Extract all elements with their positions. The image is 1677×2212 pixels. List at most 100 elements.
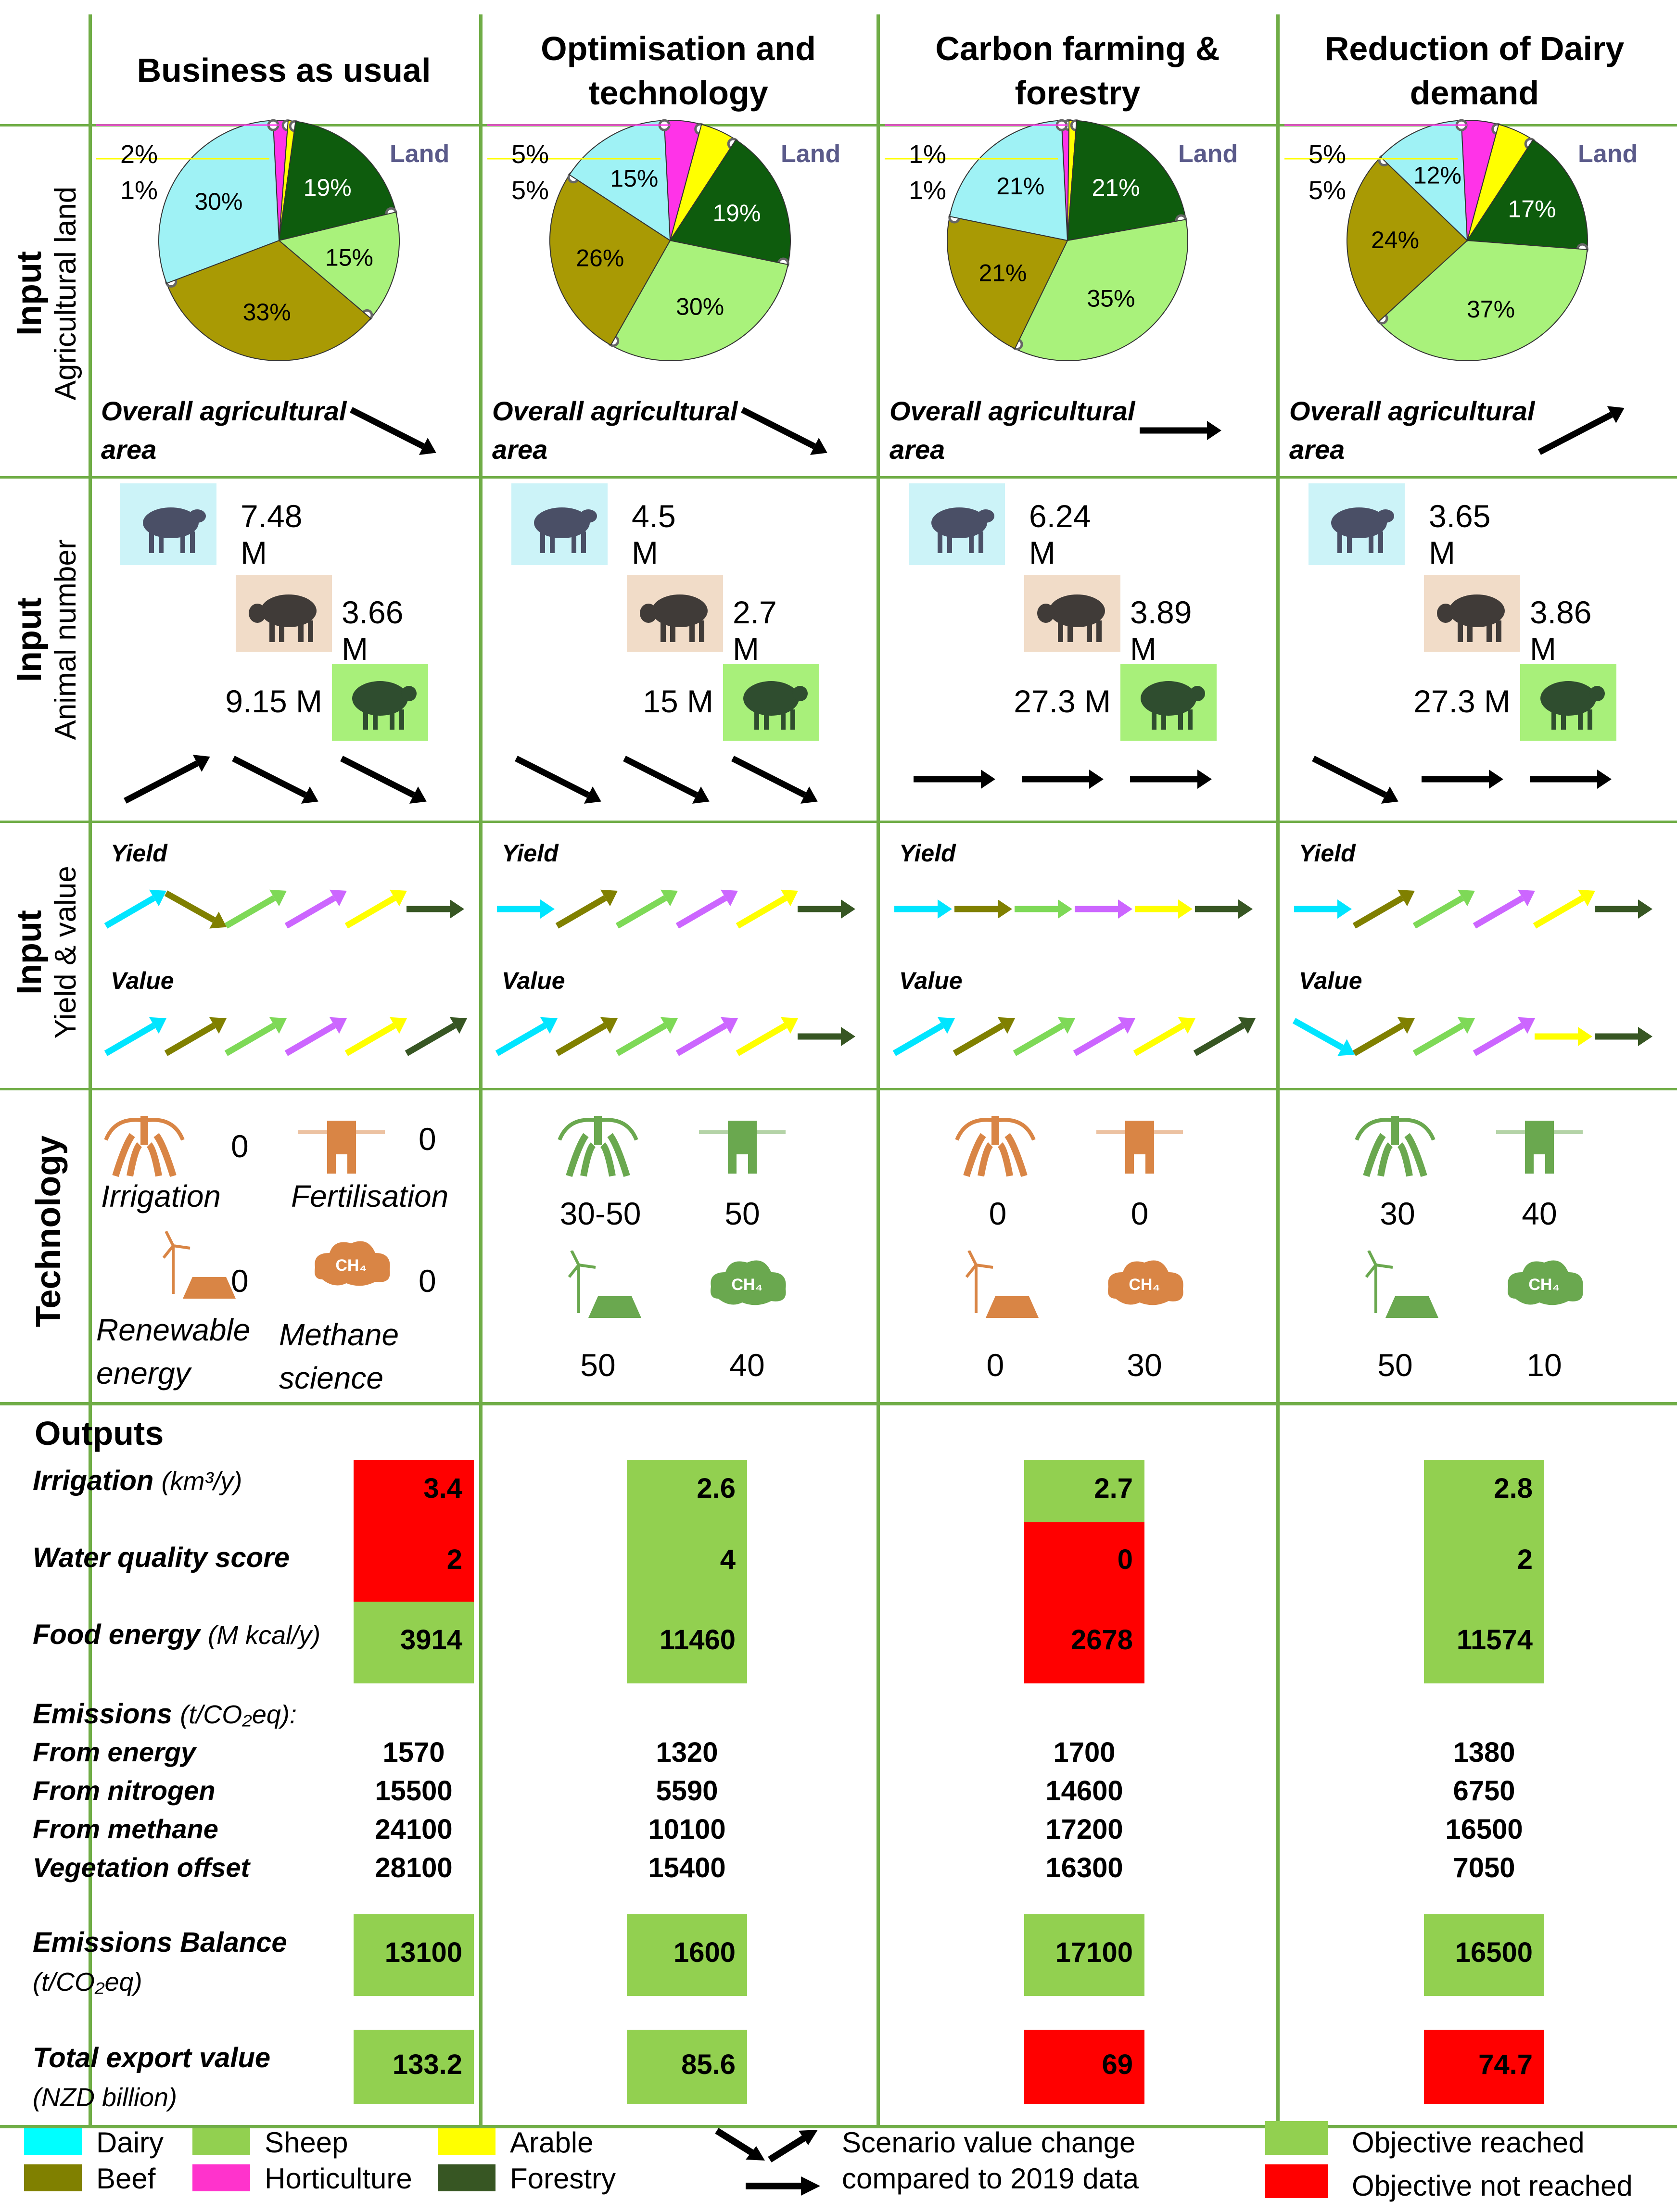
overall-area-arrow xyxy=(1140,421,1221,440)
pie-slice-forestry xyxy=(1466,139,1588,250)
arrow-head xyxy=(149,889,166,907)
turbine-blades xyxy=(1365,1251,1393,1278)
yield-arrow xyxy=(104,889,166,929)
legend-label: Sheep xyxy=(265,2126,348,2159)
methane-value: 10 xyxy=(1526,1347,1562,1383)
animal-trend-arrow xyxy=(1022,770,1104,789)
dairy-cow-icon xyxy=(1309,483,1405,565)
pie-slice-forestry xyxy=(669,139,791,265)
outputs-title: Outputs xyxy=(35,1415,164,1452)
arrow-head xyxy=(209,911,227,929)
sheep-count: 9.15 M xyxy=(225,683,322,719)
animal-trend-arrow xyxy=(515,756,601,804)
arrow-head xyxy=(1238,899,1253,919)
dairy-cow-icon xyxy=(909,483,1005,565)
leg-shape xyxy=(754,709,759,730)
arrow-head xyxy=(800,786,818,804)
yield-arrow xyxy=(736,889,798,929)
wheel-shape xyxy=(347,1154,356,1174)
arrow-shaft xyxy=(124,760,199,804)
leg-shape xyxy=(1087,620,1092,642)
arrow-shaft xyxy=(623,756,698,798)
grid-line xyxy=(877,14,880,2126)
overall-area-arrow xyxy=(350,407,436,455)
leg-shape xyxy=(1551,709,1556,730)
renewable-energy-icon xyxy=(568,1251,641,1318)
pie-slice-beef xyxy=(1347,156,1468,323)
arrow-head xyxy=(1638,1027,1652,1046)
value-arrow xyxy=(1473,1017,1535,1056)
yield-arrow xyxy=(675,889,738,929)
legend-swatch xyxy=(24,2128,82,2155)
arrow-head xyxy=(389,1017,407,1034)
value-arrow xyxy=(495,1017,558,1056)
value-arrow xyxy=(1352,1017,1415,1056)
fertilisation-value: 0 xyxy=(1131,1196,1149,1231)
leg-shape xyxy=(699,620,704,642)
fertilisation-value: 50 xyxy=(724,1196,760,1231)
yield-arrow xyxy=(164,890,227,929)
legend-label: Dairy xyxy=(96,2126,164,2159)
pie-label-forestry: 17% xyxy=(1508,196,1556,223)
leg-shape xyxy=(1152,709,1156,730)
legend-trend-line2: compared to 2019 data xyxy=(842,2162,1139,2195)
arrow-shaft xyxy=(1013,1023,1065,1056)
pie-label-sheep: 37% xyxy=(1467,296,1515,323)
arrow-up xyxy=(768,2133,810,2162)
leg-shape xyxy=(1588,709,1592,730)
leg-shape xyxy=(1578,709,1583,730)
yield-label: Yield xyxy=(111,840,167,867)
legend-swatch-not-reached xyxy=(1265,2164,1328,2198)
leg-shape xyxy=(1458,620,1463,642)
output-water-value: 0 xyxy=(1024,1522,1144,1602)
head-shape xyxy=(1037,604,1054,623)
cloud-shape xyxy=(1508,1260,1583,1305)
arrow-head xyxy=(449,1017,467,1034)
legend-reached: Objective reached xyxy=(1352,2126,1585,2159)
pie-slice-forestry xyxy=(278,121,397,241)
boom-shape xyxy=(298,1130,385,1134)
arrow-head xyxy=(389,889,407,907)
arrow-head xyxy=(780,1017,798,1034)
body-shape xyxy=(1141,681,1196,716)
arrow-head xyxy=(720,1017,738,1034)
value-arrow xyxy=(1013,1017,1075,1056)
overall-area-arrow xyxy=(1538,406,1625,455)
cloud-shape xyxy=(1108,1260,1183,1305)
dairy-count: 6.24 M xyxy=(1029,498,1091,570)
overall-area-label: Overall agricultural area xyxy=(889,396,1135,465)
methane-icon: CH₄ xyxy=(1508,1260,1583,1305)
callout-horticulture: 5% xyxy=(511,140,549,169)
arrow-shaft xyxy=(515,756,590,798)
head-shape xyxy=(640,604,657,623)
output-label-text: Irrigation xyxy=(33,1465,154,1496)
methane-value: 40 xyxy=(729,1347,765,1383)
renewable-value: 0 xyxy=(231,1263,249,1299)
value-label: Value xyxy=(899,967,963,994)
output-water-value: 2 xyxy=(354,1522,474,1602)
arrow-head xyxy=(1489,770,1503,789)
yield-arrow xyxy=(1473,889,1535,929)
leg-shape xyxy=(764,709,769,730)
pie-slice-beef xyxy=(947,215,1068,350)
arrow-head xyxy=(801,2176,820,2196)
grid-line xyxy=(0,2125,1677,2128)
export-value: 74.7 xyxy=(1424,2030,1544,2104)
vegetation-offset-value: 7050 xyxy=(1453,1852,1515,1883)
solar-panel xyxy=(183,1277,236,1299)
emission-methane-value: 16500 xyxy=(1445,1814,1523,1845)
output-unit: (t/CO₂eq) xyxy=(33,1968,142,1997)
output-irrigation-value: 2.7 xyxy=(1024,1460,1144,1522)
ch4-text: CH₄ xyxy=(1528,1276,1560,1294)
row-label-top: Technology xyxy=(29,1135,68,1327)
arrow-shaft xyxy=(405,1023,457,1056)
animal-trend-arrow xyxy=(623,756,710,804)
body-shape xyxy=(1049,594,1105,627)
solar-panel xyxy=(986,1296,1039,1318)
leg-shape xyxy=(1178,709,1183,730)
arrow-head xyxy=(1118,899,1132,919)
column-header: Carbon farming & forestry xyxy=(935,30,1220,112)
arrow-shaft xyxy=(224,895,276,929)
legend-swatch xyxy=(438,2164,495,2191)
row-label-top: Input xyxy=(10,597,49,682)
